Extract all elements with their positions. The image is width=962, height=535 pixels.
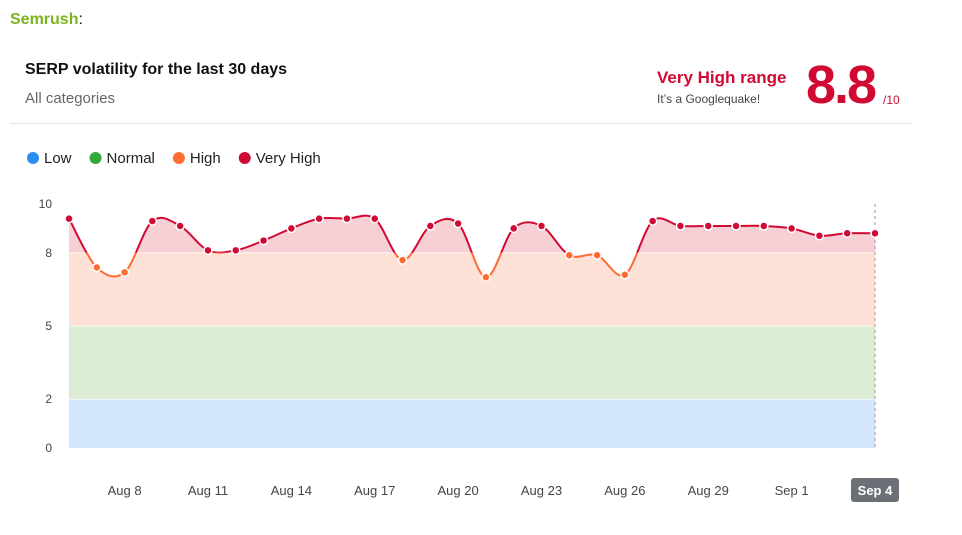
line xyxy=(85,252,639,279)
legend-label: Normal xyxy=(107,150,155,167)
x-tick-label: Sep 1 xyxy=(775,483,809,498)
y-tick-label: 2 xyxy=(45,392,52,406)
point xyxy=(342,213,352,224)
point xyxy=(481,272,491,282)
brand-name: Semrush xyxy=(10,11,78,28)
point xyxy=(592,250,602,260)
point xyxy=(425,221,436,231)
point xyxy=(64,213,74,224)
point xyxy=(203,245,213,256)
score: 8.8 xyxy=(806,55,876,115)
legend-label: High xyxy=(190,150,221,167)
range-title: Very High range xyxy=(657,68,786,87)
point xyxy=(92,262,102,273)
legend-marker xyxy=(172,152,185,164)
band xyxy=(69,326,875,400)
x-tick-label: Aug 17 xyxy=(354,483,395,498)
legend-marker xyxy=(89,152,102,164)
brand: Semrush: xyxy=(10,11,83,28)
brand-suffix: : xyxy=(78,11,82,28)
point xyxy=(870,228,880,239)
chart-title: SERP volatility for the last 30 days xyxy=(25,61,287,78)
point xyxy=(731,221,741,231)
y-tick-label: 8 xyxy=(45,246,52,260)
x-tick-label: Sep 4 xyxy=(858,483,893,498)
point xyxy=(703,221,713,231)
legend-label: Very High xyxy=(256,150,321,167)
point xyxy=(647,216,658,226)
x-tick-label: Aug 20 xyxy=(438,483,479,498)
legend-marker xyxy=(27,152,39,164)
point xyxy=(675,221,686,231)
point xyxy=(453,218,463,229)
point xyxy=(397,255,408,265)
x-tick-label: Aug 14 xyxy=(271,483,312,498)
score-suffix: /10 xyxy=(883,93,900,107)
point xyxy=(759,221,769,231)
point xyxy=(175,221,185,231)
point xyxy=(231,245,241,256)
point xyxy=(258,235,269,246)
point xyxy=(508,223,519,234)
point xyxy=(119,267,130,278)
point xyxy=(536,221,547,231)
x-tick-label: Aug 11 xyxy=(188,483,228,498)
chart-subtitle: All categories xyxy=(25,90,115,107)
y-tick-label: 10 xyxy=(39,197,53,211)
y-tick-label: 0 xyxy=(45,441,52,455)
range-note: It’s a Googlequake! xyxy=(657,92,760,106)
x-tick-label: Aug 26 xyxy=(604,483,645,498)
point xyxy=(786,223,797,234)
point xyxy=(620,270,630,280)
legend-label: Low xyxy=(44,150,72,167)
point xyxy=(314,213,324,224)
point xyxy=(814,230,825,241)
band xyxy=(69,399,875,448)
x-tick-label: Aug 29 xyxy=(688,483,729,498)
y-tick-label: 5 xyxy=(45,319,52,333)
band xyxy=(69,215,875,253)
x-tick-label: Aug 8 xyxy=(108,483,142,498)
x-label-highlight xyxy=(851,478,899,502)
point xyxy=(286,223,297,234)
band xyxy=(69,252,875,326)
point xyxy=(842,228,852,239)
point xyxy=(369,213,380,224)
x-tick-label: Aug 23 xyxy=(521,483,562,498)
legend-marker xyxy=(238,152,251,164)
point xyxy=(147,216,158,226)
point xyxy=(564,250,575,260)
